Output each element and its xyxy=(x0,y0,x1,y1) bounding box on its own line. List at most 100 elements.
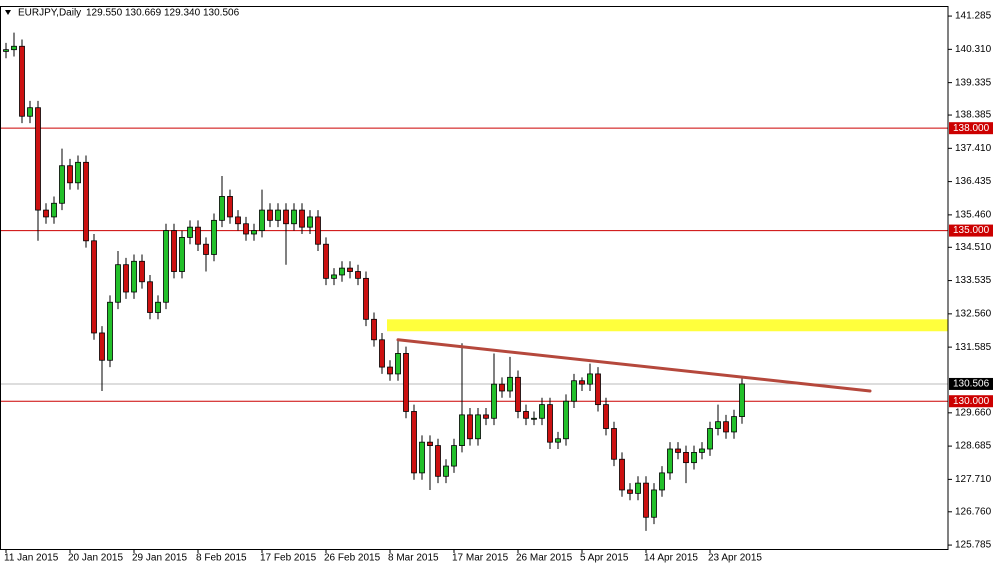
candle-body xyxy=(219,196,225,221)
candle-body xyxy=(283,209,289,225)
candle-body xyxy=(563,400,569,440)
y-tick-label: 134.510 xyxy=(955,242,992,253)
candle-body xyxy=(723,421,729,433)
candle-body xyxy=(635,482,641,494)
candle-body xyxy=(299,209,305,228)
level-label: 130.000 xyxy=(953,396,990,407)
y-tick-label: 128.685 xyxy=(955,441,992,452)
candle-body xyxy=(179,236,185,272)
candle-body xyxy=(451,445,457,467)
price-label-box xyxy=(949,377,993,390)
candle-body xyxy=(187,226,193,238)
candle-body xyxy=(387,366,393,375)
candle-body xyxy=(27,107,33,117)
candle-body xyxy=(91,240,97,334)
candle-body xyxy=(35,107,41,211)
x-tick-label: 26 Mar 2015 xyxy=(516,553,573,564)
candle-body xyxy=(595,373,601,406)
candle-body xyxy=(371,318,377,341)
candle-body xyxy=(547,404,553,443)
candle-body xyxy=(331,274,337,279)
x-tick-label: 5 Apr 2015 xyxy=(580,553,629,564)
candle-body xyxy=(419,441,425,474)
candle-body xyxy=(339,267,345,276)
candle-body xyxy=(171,230,177,272)
x-tick-label: 11 Jan 2015 xyxy=(4,553,59,564)
candle-body xyxy=(315,216,321,245)
x-tick-label: 14 Apr 2015 xyxy=(644,553,698,564)
symbol: EURJPY,Daily xyxy=(18,8,81,19)
y-tick-label: 127.710 xyxy=(955,474,992,485)
candle-body xyxy=(395,353,401,375)
candle-body xyxy=(59,165,65,204)
candle-body xyxy=(251,230,257,235)
candle-body xyxy=(3,49,9,52)
x-tick-label: 8 Feb 2015 xyxy=(196,553,247,564)
candle-body xyxy=(707,428,713,450)
candle-body xyxy=(683,452,689,464)
candle-body xyxy=(211,219,217,255)
candle-body xyxy=(611,428,617,460)
x-tick-label: 17 Feb 2015 xyxy=(260,553,317,564)
y-tick-label: 133.535 xyxy=(955,275,992,286)
candle-body xyxy=(155,301,161,313)
candle-body xyxy=(11,45,17,51)
candle-body xyxy=(699,448,705,453)
y-tick-label: 141.285 xyxy=(955,11,992,22)
zone xyxy=(387,319,948,332)
candle-body xyxy=(411,411,417,474)
y-tick-label: 129.660 xyxy=(955,407,992,418)
candle-body xyxy=(499,383,505,392)
candle-body xyxy=(715,421,721,429)
quote-open: 129.550 xyxy=(86,8,123,19)
candle-body xyxy=(275,209,281,221)
candle-body xyxy=(539,404,545,419)
candle-body xyxy=(507,376,513,392)
x-tick-label: 17 Mar 2015 xyxy=(452,553,509,564)
candle-body xyxy=(139,260,145,283)
y-tick-label: 139.335 xyxy=(955,77,992,88)
candle-body xyxy=(531,417,537,420)
y-tick-label: 137.410 xyxy=(955,143,992,154)
level-label-box xyxy=(949,395,993,408)
y-tick-label: 126.760 xyxy=(955,506,992,517)
candle-body xyxy=(651,489,657,518)
candle-body xyxy=(259,209,265,231)
candle-body xyxy=(163,230,169,303)
candle-body xyxy=(667,448,673,474)
x-tick-label: 8 Mar 2015 xyxy=(388,553,439,564)
candle-body xyxy=(203,243,209,255)
candle-body xyxy=(739,383,745,417)
candle-body xyxy=(675,448,681,453)
level-label: 138.000 xyxy=(953,123,990,134)
y-tick-label: 125.785 xyxy=(955,540,992,551)
candle-body xyxy=(403,353,409,412)
candle-body xyxy=(491,383,497,419)
quote-low: 129.340 xyxy=(164,8,201,19)
candle-body xyxy=(579,380,585,385)
candle-body xyxy=(603,404,609,429)
candle-body xyxy=(83,161,89,242)
x-tick-label: 23 Apr 2015 xyxy=(708,553,762,564)
candle-body xyxy=(195,226,201,245)
candle-body xyxy=(555,438,561,443)
candle-body xyxy=(123,264,129,293)
plot-frame xyxy=(0,6,949,550)
candle-body xyxy=(459,414,465,446)
candle-body xyxy=(587,373,593,385)
candle-body xyxy=(619,458,625,491)
price-label: 130.506 xyxy=(953,379,990,390)
candle-body xyxy=(659,472,665,491)
candle-body xyxy=(443,465,449,477)
candle-body xyxy=(51,202,57,218)
candle-body xyxy=(107,301,113,361)
candle-body xyxy=(523,411,529,419)
y-tick-label: 132.560 xyxy=(955,308,992,319)
candle-body xyxy=(691,452,697,464)
candle-body xyxy=(363,277,369,320)
menu-arrow[interactable] xyxy=(5,10,11,15)
level-label: 135.000 xyxy=(953,225,990,236)
candle-body xyxy=(147,281,153,313)
candle-body xyxy=(43,209,49,218)
